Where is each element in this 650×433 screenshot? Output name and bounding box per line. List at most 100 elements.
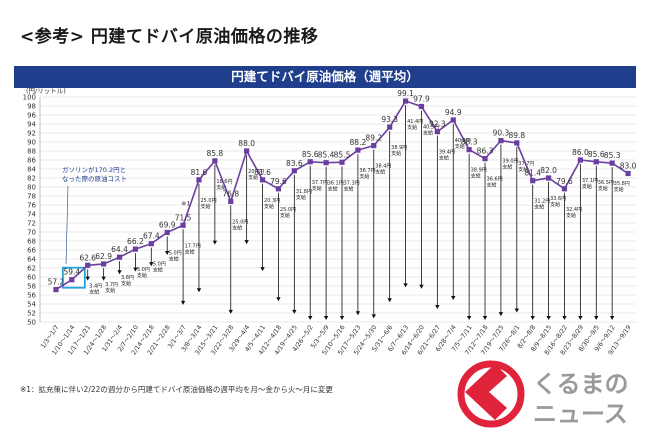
price-point — [228, 198, 234, 204]
logo-text-line1: くるまの — [533, 370, 629, 398]
price-point — [514, 140, 520, 146]
annotation-text: ガソリンが170.2円となった際の原油コスト — [62, 165, 127, 183]
y-tick-label: 64 — [27, 256, 36, 264]
price-point — [402, 98, 409, 104]
price-point — [69, 277, 75, 283]
price-point — [180, 222, 186, 228]
y-axis-label: (円/リットル) — [26, 87, 66, 95]
price-point — [530, 178, 536, 184]
price-point — [545, 175, 552, 181]
price-data-label: 88.3 — [461, 138, 478, 147]
price-data-label: 81.6 — [254, 168, 271, 177]
subsidy-label: 5.0円支給 — [137, 267, 150, 279]
subsidy-arrowhead — [133, 267, 138, 272]
y-tick-label: 52 — [27, 310, 36, 318]
subsidy-label: 35.8円支給 — [614, 181, 630, 193]
subsidy-label: 25.0円支給 — [200, 198, 216, 210]
y-tick-label: 62 — [27, 265, 36, 273]
price-point — [609, 160, 615, 166]
price-data-label: 85.4 — [318, 151, 335, 160]
price-point — [196, 177, 202, 183]
price-data-label: 89.8 — [508, 131, 525, 140]
subsidy-arrowhead — [562, 316, 567, 320]
price-data-label: 71.5 — [175, 213, 192, 222]
subsidy-arrowhead — [578, 316, 583, 320]
subsidy-label: 36.5円支給 — [598, 180, 614, 192]
y-tick-label: 90 — [27, 139, 36, 147]
subsidy-label: 17.7円支給 — [185, 243, 201, 255]
subsidy-arrowhead — [387, 298, 392, 303]
price-point — [323, 160, 329, 166]
y-tick-label: 100 — [23, 94, 36, 102]
subsidy-label: 25.0円支給 — [232, 219, 248, 231]
y-tick-label: 94 — [27, 121, 36, 129]
subsidy-label: 3.4円支給 — [89, 283, 102, 295]
y-tick-label: 74 — [27, 211, 36, 219]
y-tick-label: 84 — [27, 166, 36, 174]
y-tick-label: 88 — [27, 148, 36, 156]
price-data-label: 93.3 — [381, 115, 398, 124]
subsidy-arrowhead — [85, 276, 90, 281]
price-data-label: 69.9 — [159, 220, 176, 229]
subsidy-arrowhead — [371, 314, 376, 319]
subsidy-label: 18.6円支給 — [216, 179, 232, 191]
y-tick-label: 66 — [27, 247, 36, 255]
price-data-label: 57.2 — [48, 278, 65, 287]
kuruma-no-news-logo: くるまの ニュース — [457, 360, 629, 428]
logo-circle-icon — [457, 360, 525, 428]
price-data-label: 92.3 — [429, 120, 446, 129]
subsidy-label: 39.0円支給 — [502, 159, 518, 171]
subsidy-label: 3.8円支給 — [121, 275, 134, 287]
logo-arrow-icon — [465, 364, 507, 420]
price-data-label: 79.6 — [556, 177, 573, 186]
subsidy-arrowhead — [164, 250, 170, 255]
subsidy-label: 37.1円支給 — [582, 178, 598, 190]
highlight-box — [61, 266, 86, 289]
price-point — [482, 156, 488, 162]
y-tick-label: 76 — [27, 202, 36, 210]
price-point — [275, 186, 282, 192]
subsidy-label: 38.4円支給 — [375, 164, 391, 176]
subsidy-label: 36.6円支給 — [487, 177, 503, 189]
subsidy-arrowhead — [451, 295, 456, 300]
subsidy-label: 39.4円支給 — [439, 150, 455, 162]
y-tick-label: 70 — [27, 229, 36, 237]
price-data-label: 64.4 — [111, 245, 128, 254]
subsidy-label: 20.3円支給 — [264, 198, 280, 210]
y-tick-label: 82 — [27, 175, 36, 183]
footnote: ※1：拡充策に伴い2/22の週分から円建てドバイ原油価格の週平均を月～金から火～… — [20, 385, 333, 394]
annotation-leader — [65, 185, 69, 265]
chart-title-banner: 円建てドバイ原油価格（週平均） — [14, 66, 636, 88]
subsidy-label: 20.7円支給 — [248, 169, 264, 181]
price-data-label: 82.0 — [540, 166, 557, 175]
y-tick-label: 54 — [27, 301, 36, 309]
price-data-label: 66.2 — [127, 237, 144, 246]
y-tick-label: 50 — [27, 319, 36, 327]
subsidy-arrowhead — [594, 316, 599, 320]
y-tick-label: 58 — [27, 283, 36, 291]
price-data-label: 85.5 — [334, 150, 351, 159]
subsidy-arrowhead — [435, 304, 440, 309]
subsidy-label: 3.7円支給 — [105, 282, 118, 294]
footnote-marker: ※1 — [181, 199, 191, 207]
price-point — [259, 177, 266, 183]
price-point — [85, 262, 91, 268]
price-data-label: 86.3 — [477, 147, 494, 156]
subsidy-arrowhead — [117, 270, 122, 275]
subsidy-label: 5.0円支給 — [153, 262, 166, 274]
subsidy-arrowhead — [466, 316, 472, 320]
y-tick-label: 60 — [27, 274, 36, 282]
price-data-label: 79.6 — [270, 177, 287, 186]
price-data-label: 85.6 — [588, 150, 605, 159]
price-point — [450, 117, 456, 123]
subsidy-label: 38.9円支給 — [471, 168, 487, 180]
price-point — [387, 124, 393, 130]
price-data-label: 85.3 — [604, 151, 621, 160]
subsidy-arrowhead — [308, 316, 313, 320]
subsidy-arrowhead — [355, 311, 361, 316]
price-data-label: 88.0 — [238, 139, 255, 148]
y-tick-label: 78 — [27, 193, 36, 201]
subsidy-arrowhead — [260, 267, 265, 272]
price-point — [466, 147, 472, 153]
price-point — [53, 287, 59, 293]
